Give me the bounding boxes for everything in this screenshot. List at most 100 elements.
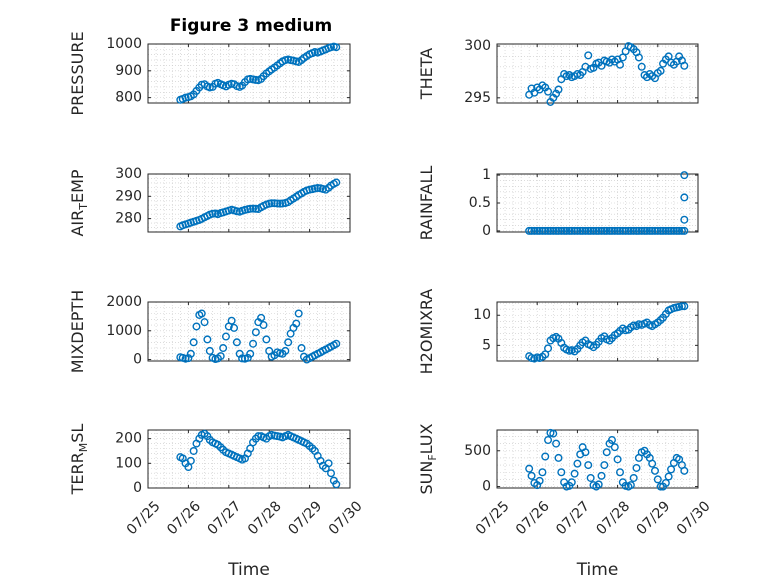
- y-axis-label-subscript: M: [77, 443, 90, 453]
- y-tick-label: 300: [115, 166, 142, 182]
- y-axis-label: H2OMIXRA: [417, 289, 436, 375]
- data-point: [667, 465, 676, 474]
- data-point: [560, 226, 569, 235]
- data-point: [525, 226, 534, 235]
- axes-box: [496, 43, 699, 104]
- y-axis-label: PRESSURE: [68, 31, 87, 115]
- data-point: [578, 226, 587, 235]
- data-point: [238, 354, 247, 363]
- data-point: [544, 226, 553, 235]
- data-point: [616, 60, 625, 69]
- data-point: [273, 199, 282, 208]
- y-axis-label: TERRMSL: [68, 424, 90, 496]
- data-point: [680, 193, 689, 202]
- y-axis-label-main: H2OMIXRA: [417, 289, 436, 375]
- data-point: [632, 226, 641, 235]
- data-point: [554, 226, 563, 235]
- data-point: [640, 226, 649, 235]
- data-point: [246, 444, 255, 453]
- data-point: [243, 353, 252, 362]
- y-tick-label: 1000: [106, 36, 142, 52]
- data-point: [327, 469, 336, 478]
- data-point: [535, 226, 544, 235]
- data-point: [581, 448, 590, 457]
- data-point: [618, 53, 627, 62]
- y-axis-label-main: MIXDEPTH: [68, 290, 87, 373]
- data-point: [184, 354, 193, 363]
- data-point: [605, 336, 614, 345]
- data-point: [634, 226, 643, 235]
- data-point: [667, 226, 676, 235]
- y-axis-label-subscript: T: [77, 203, 90, 211]
- data-point: [527, 226, 536, 235]
- y-tick-label: 10: [473, 307, 491, 323]
- data-point: [642, 226, 651, 235]
- data-point: [308, 444, 317, 453]
- y-axis-label-main: PRESSURE: [68, 31, 87, 115]
- data-point: [653, 226, 662, 235]
- data-point: [297, 344, 306, 353]
- y-tick-label: 300: [464, 38, 491, 54]
- y-axis-label-rest: LUX: [417, 423, 436, 454]
- y-tick-label: 280: [115, 211, 142, 227]
- data-point: [257, 313, 266, 322]
- data-point: [557, 468, 566, 477]
- data-point: [586, 473, 595, 482]
- axes-box: [147, 429, 351, 489]
- data-point: [200, 318, 209, 327]
- y-axis-label-main: AIR: [68, 210, 87, 237]
- data-point: [552, 89, 561, 98]
- data-point: [629, 473, 638, 482]
- axes-box: [147, 173, 351, 233]
- data-point: [554, 453, 563, 462]
- data-point: [621, 226, 630, 235]
- data-point: [546, 226, 555, 235]
- data-point: [584, 51, 593, 60]
- data-point: [221, 332, 230, 341]
- y-axis-label-subscript: F: [426, 454, 439, 460]
- y-tick-label: 1: [482, 167, 491, 183]
- data-point: [544, 344, 553, 353]
- data-point: [262, 335, 271, 344]
- y-tick-label: 0.5: [469, 195, 491, 211]
- data-point: [586, 226, 595, 235]
- subplot-2: 295 300 THETA: [417, 38, 699, 106]
- data-point: [645, 226, 654, 235]
- data-point: [197, 309, 206, 318]
- data-point: [626, 481, 635, 490]
- data-point: [552, 226, 561, 235]
- figure-title: Figure 3 medium: [170, 16, 332, 36]
- data-point: [567, 478, 576, 487]
- data-point: [208, 209, 217, 218]
- data-point: [332, 178, 341, 187]
- data-point: [557, 226, 566, 235]
- data-point: [538, 468, 547, 477]
- y-axis-label: AIRTEMP: [68, 169, 90, 236]
- data-point: [653, 475, 662, 484]
- data-point: [656, 226, 665, 235]
- data-point: [544, 87, 553, 96]
- data-point: [602, 448, 611, 457]
- data-point: [605, 226, 614, 235]
- data-point: [332, 339, 341, 348]
- data-point: [186, 456, 195, 465]
- data-point: [680, 466, 689, 475]
- data-point: [613, 226, 622, 235]
- data-point: [650, 226, 659, 235]
- data-point: [324, 183, 333, 192]
- y-axis-label-main: TERR: [68, 452, 87, 495]
- y-axis-label-main: RAINFALL: [417, 166, 436, 241]
- subplot-3: 280 290 300 AIRTEMP: [68, 166, 351, 237]
- data-point: [618, 226, 627, 235]
- data-point: [589, 226, 598, 235]
- data-point: [584, 226, 593, 235]
- data-point: [305, 185, 314, 194]
- y-axis-label-rest: SL: [68, 424, 87, 443]
- y-axis-label-main: SUN: [417, 461, 436, 495]
- y-tick-label: 0: [133, 480, 142, 496]
- data-point: [656, 482, 665, 491]
- subplot-1: 800 900 1000 PRESSURE: [68, 31, 351, 116]
- data-point: [597, 471, 606, 480]
